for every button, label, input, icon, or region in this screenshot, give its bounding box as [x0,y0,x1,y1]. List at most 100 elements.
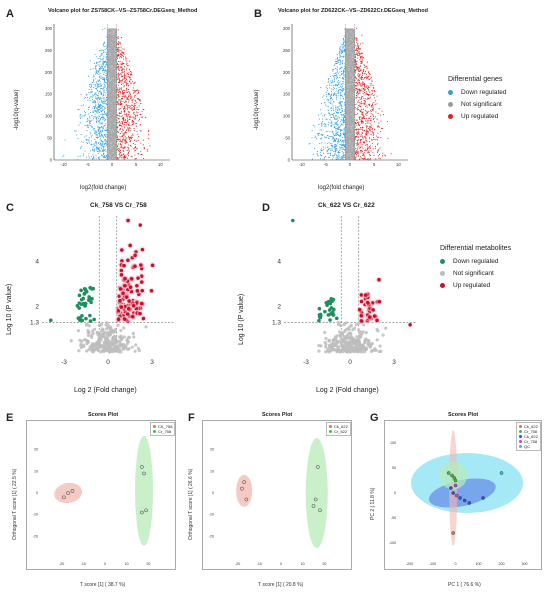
not-significant-point [113,122,115,124]
up-regulated-point [120,124,122,127]
not-significant-point [324,350,328,354]
not-significant-point [349,106,351,108]
up-regulated-point [141,111,143,113]
up-regulated-point [122,317,127,321]
up-regulated-point [140,103,142,105]
up-regulated-point [356,90,358,92]
down-regulated-point [94,93,96,95]
up-regulated-point [366,134,368,136]
not-significant-point [332,347,337,352]
up-regulated-point [367,87,369,89]
up-regulated-point [118,47,120,49]
up-regulated-point [362,87,365,89]
down-regulated-point [97,108,99,111]
up-regulated-point [131,80,134,82]
up-regulated-point [117,73,119,75]
up-regulated-point [133,111,135,113]
up-regulated-point [127,65,129,67]
down-regulated-point [99,50,101,52]
x-tick-label: 0 [106,359,110,366]
up-regulated-point [361,89,363,91]
down-regulated-point [342,60,344,62]
up-regulated-point [126,89,128,91]
not-significant-point [351,37,353,39]
not-significant-point [109,155,111,157]
up-regulated-point [140,142,142,144]
up-regulated-point [125,57,127,59]
up-regulated-point [357,67,359,69]
not-significant-point [112,82,114,84]
down-regulated-point [93,78,95,80]
down-regulated-point [89,100,91,102]
up-regulated-point [123,110,126,112]
down-regulated-point [333,94,335,97]
up-regulated-point [117,139,119,141]
not-significant-point [111,128,113,130]
down-regulated-point [99,101,101,103]
down-regulated-point [105,53,108,56]
up-regulated-point [136,114,138,116]
not-significant-point [117,350,121,354]
down-regulated-point [335,75,337,77]
score-point [458,496,462,500]
up-regulated-point [369,91,371,93]
dot-icon [448,114,453,119]
not-significant-point [353,94,355,96]
not-significant-point [352,93,354,95]
down-regulated-point [79,115,81,117]
up-regulated-point [354,128,357,131]
down-regulated-point [103,91,105,93]
down-regulated-point [308,143,310,145]
up-regulated-point [126,87,128,89]
not-significant-point [108,333,112,337]
not-significant-point [355,347,359,351]
not-significant-point [112,92,114,94]
not-significant-point [362,350,366,354]
down-regulated-point [337,131,339,133]
down-regulated-point [335,144,337,146]
down-regulated-point [100,105,102,107]
down-regulated-point [343,127,345,130]
up-regulated-point [123,93,125,95]
up-regulated-point [120,110,122,112]
not-significant-point [346,99,348,101]
not-significant-point [353,118,355,120]
not-significant-point [92,348,97,352]
down-regulated-point [336,68,338,70]
down-regulated-point [342,142,344,144]
down-regulated-point [96,97,98,99]
up-regulated-point [125,96,127,98]
up-regulated-point [117,131,119,133]
not-significant-point [110,103,112,105]
down-regulated-point [96,119,98,121]
down-regulated-point [99,68,101,70]
not-significant-point [107,83,109,85]
up-regulated-point [357,79,359,81]
up-regulated-point [372,94,374,97]
not-significant-point [347,115,349,117]
not-significant-point [115,98,117,100]
not-significant-point [346,33,348,35]
not-significant-point [349,144,351,146]
not-significant-point [346,79,348,81]
down-regulated-point [338,51,340,53]
up-regulated-point [379,131,381,133]
not-significant-point [109,66,111,68]
panel-b-ylabel: -log10(q-value) [254,89,260,130]
score-point [313,497,318,502]
down-regulated-point [321,134,324,137]
up-regulated-point [119,55,121,58]
down-regulated-point [342,113,344,116]
up-regulated-point [363,117,366,119]
up-regulated-point [369,147,371,150]
down-regulated-point [342,47,344,49]
up-regulated-point [117,43,119,46]
up-regulated-point [365,105,367,107]
down-regulated-point [93,110,95,112]
down-regulated-point [101,130,103,132]
down-regulated-point [335,105,337,107]
up-regulated-point [123,108,125,110]
not-significant-point [114,84,116,86]
up-regulated-point [140,113,142,116]
up-regulated-point [379,126,381,128]
